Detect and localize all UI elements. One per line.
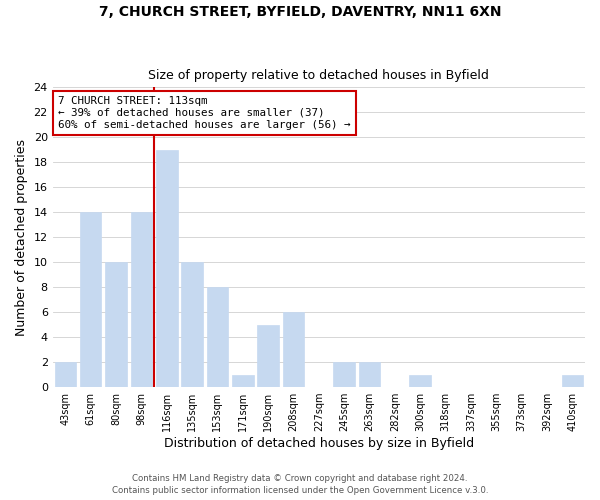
- Bar: [334, 362, 355, 387]
- Bar: [156, 150, 178, 387]
- Bar: [206, 287, 228, 387]
- Bar: [181, 262, 203, 387]
- Bar: [232, 374, 254, 387]
- Bar: [105, 262, 127, 387]
- Bar: [80, 212, 101, 387]
- Title: Size of property relative to detached houses in Byfield: Size of property relative to detached ho…: [148, 69, 489, 82]
- Y-axis label: Number of detached properties: Number of detached properties: [15, 138, 28, 336]
- Bar: [131, 212, 152, 387]
- Text: 7, CHURCH STREET, BYFIELD, DAVENTRY, NN11 6XN: 7, CHURCH STREET, BYFIELD, DAVENTRY, NN1…: [99, 5, 501, 19]
- Text: Contains HM Land Registry data © Crown copyright and database right 2024.
Contai: Contains HM Land Registry data © Crown c…: [112, 474, 488, 495]
- Bar: [283, 312, 304, 387]
- Text: 7 CHURCH STREET: 113sqm
← 39% of detached houses are smaller (37)
60% of semi-de: 7 CHURCH STREET: 113sqm ← 39% of detache…: [58, 96, 350, 130]
- Bar: [55, 362, 76, 387]
- Bar: [409, 374, 431, 387]
- Bar: [359, 362, 380, 387]
- X-axis label: Distribution of detached houses by size in Byfield: Distribution of detached houses by size …: [164, 437, 474, 450]
- Bar: [257, 324, 279, 387]
- Bar: [562, 374, 583, 387]
